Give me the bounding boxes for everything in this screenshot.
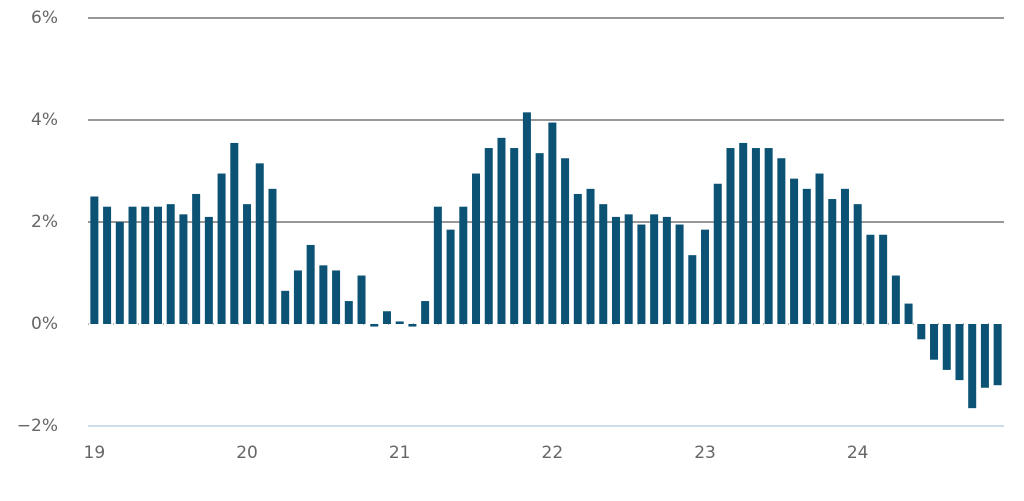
bar xyxy=(586,188,595,324)
y-tick-label: 6% xyxy=(31,8,58,28)
bar xyxy=(917,324,926,340)
bar xyxy=(395,321,404,324)
bar xyxy=(611,216,620,324)
x-tick-label: 22 xyxy=(542,443,564,463)
bar xyxy=(548,122,557,324)
bar xyxy=(790,178,799,324)
bar xyxy=(370,324,379,327)
bar xyxy=(561,158,570,324)
bar xyxy=(980,324,989,388)
bar xyxy=(166,204,175,324)
bar xyxy=(255,163,264,324)
bar xyxy=(179,214,188,324)
bar xyxy=(408,324,417,327)
bar xyxy=(459,206,468,324)
x-tick-label: 19 xyxy=(84,443,106,463)
bar xyxy=(103,206,112,324)
y-tick-label: 4% xyxy=(31,110,58,130)
bar xyxy=(993,324,1002,386)
bar xyxy=(764,148,773,324)
bar xyxy=(650,214,659,324)
bar xyxy=(497,137,506,324)
bar xyxy=(344,301,353,324)
bar xyxy=(968,324,977,409)
bar xyxy=(90,196,99,324)
bar xyxy=(891,275,900,324)
bar xyxy=(955,324,964,381)
bar xyxy=(853,204,862,324)
bar xyxy=(662,216,671,324)
bar xyxy=(751,148,760,324)
bar xyxy=(484,148,493,324)
bar xyxy=(268,188,277,324)
x-tick-label: 24 xyxy=(847,443,869,463)
bar xyxy=(688,255,697,324)
y-tick-label: 2% xyxy=(31,212,58,232)
bar xyxy=(930,324,939,360)
bar xyxy=(421,301,430,324)
bar xyxy=(828,199,837,324)
bar xyxy=(204,216,213,324)
bar xyxy=(382,311,391,324)
bar xyxy=(319,265,328,324)
bar xyxy=(306,244,315,324)
bar xyxy=(624,214,633,324)
bar xyxy=(433,206,442,324)
y-tick-label: −2% xyxy=(17,416,58,436)
bar xyxy=(777,158,786,324)
y-tick-label: 0% xyxy=(31,314,58,334)
bar xyxy=(840,188,849,324)
bar xyxy=(115,222,124,324)
bar xyxy=(815,173,824,324)
bar xyxy=(446,229,455,324)
bar xyxy=(701,229,710,324)
bar xyxy=(713,183,722,324)
bar xyxy=(243,204,252,324)
bar xyxy=(879,234,888,324)
bar xyxy=(357,275,366,324)
bar xyxy=(217,173,226,324)
bar xyxy=(802,188,811,324)
bar xyxy=(192,193,201,324)
bar xyxy=(637,224,646,324)
bar xyxy=(573,193,582,324)
bar xyxy=(942,324,951,370)
bar xyxy=(472,173,481,324)
bar xyxy=(332,270,341,324)
bar xyxy=(128,206,137,324)
bar xyxy=(141,206,150,324)
bar xyxy=(230,142,239,324)
x-tick-label: 23 xyxy=(694,443,716,463)
bar xyxy=(281,290,290,324)
bar xyxy=(739,142,748,324)
bar xyxy=(675,224,684,324)
bar xyxy=(866,234,875,324)
bar xyxy=(153,206,162,324)
bar xyxy=(510,148,519,324)
bar xyxy=(599,204,608,324)
bar xyxy=(522,112,531,324)
bar xyxy=(726,148,735,324)
bar xyxy=(904,303,913,324)
bar xyxy=(535,153,544,324)
x-tick-label: 21 xyxy=(389,443,411,463)
bar xyxy=(293,270,302,324)
x-tick-label: 20 xyxy=(236,443,258,463)
